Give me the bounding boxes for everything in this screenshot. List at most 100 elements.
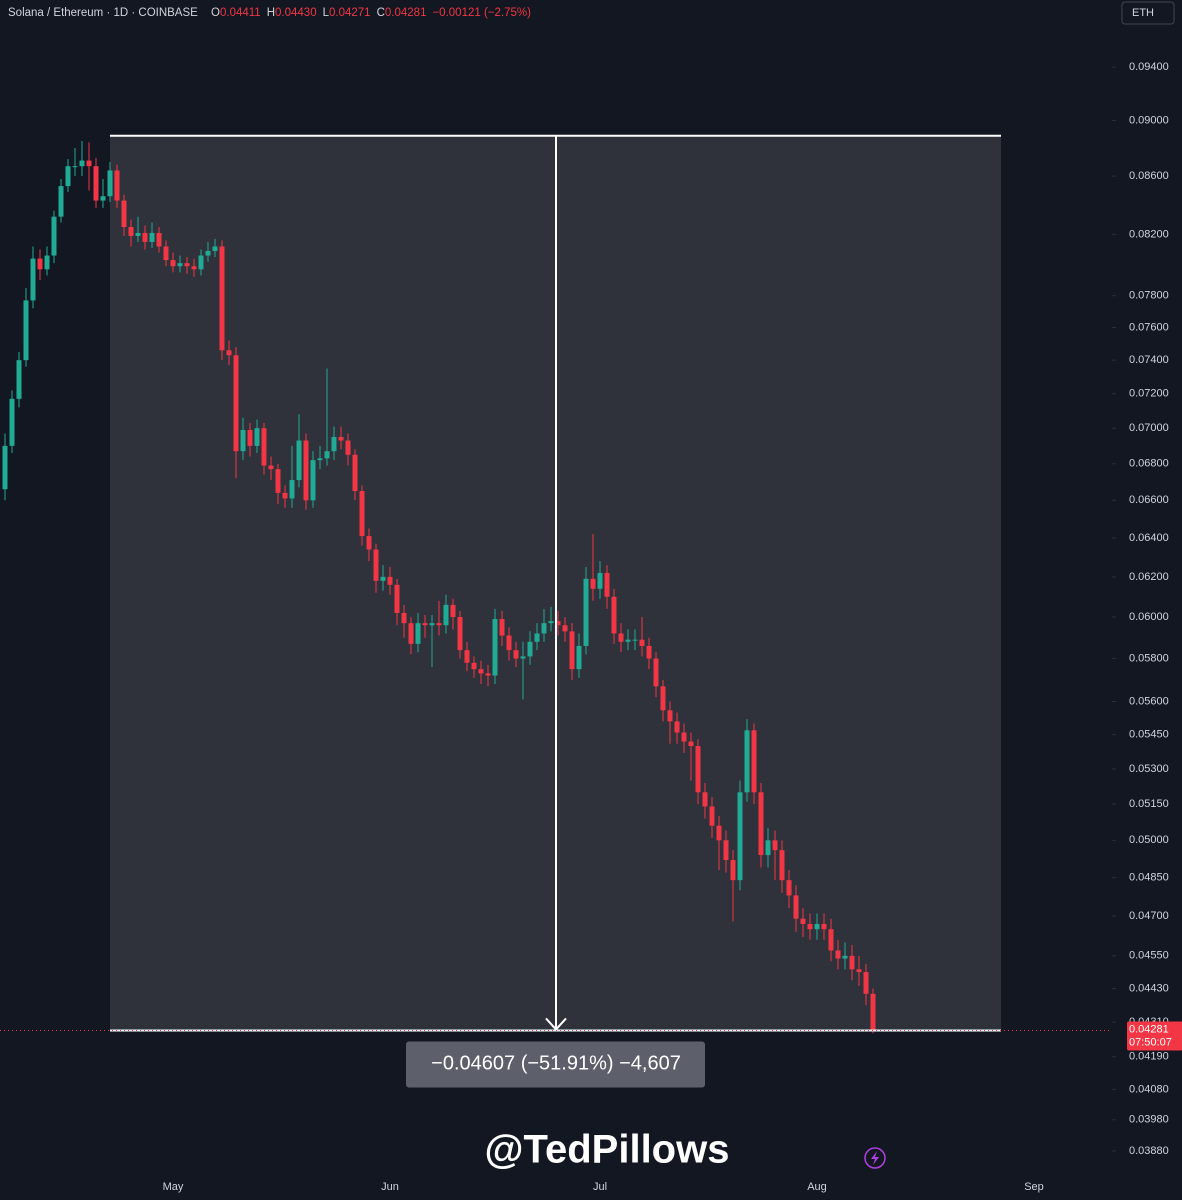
- candle-body: [548, 621, 554, 624]
- candle-body: [128, 227, 134, 236]
- candle-body: [282, 492, 288, 499]
- candle-body: [856, 969, 862, 973]
- overlay: −0.04607 (−51.91%) −4,607 0.0428107:50:07…: [0, 134, 1182, 1172]
- alert-bolt[interactable]: [871, 1151, 879, 1165]
- y-tick-label: 0.04080: [1129, 1083, 1169, 1095]
- candle-body: [506, 635, 512, 651]
- y-tick-label: 0.03980: [1129, 1114, 1169, 1126]
- y-tick-label: 0.06600: [1129, 494, 1169, 506]
- candle-body: [793, 895, 799, 919]
- y-tick-label: 0.03880: [1129, 1145, 1169, 1157]
- x-tick-label: Jun: [381, 1181, 399, 1193]
- measure-arrow-head: [545, 1017, 567, 1031]
- candle-body: [828, 929, 834, 951]
- candle-body: [156, 232, 162, 247]
- candle-body: [730, 860, 736, 881]
- candle-body: [450, 604, 456, 618]
- candle-body: [870, 993, 876, 1031]
- candle-body: [814, 923, 820, 930]
- candle-body: [37, 258, 43, 270]
- candle-body: [268, 465, 274, 470]
- y-tick-label: 0.04850: [1129, 872, 1169, 884]
- candle-body: [177, 263, 183, 267]
- candle-body: [744, 730, 750, 793]
- candle-body: [576, 645, 582, 670]
- candle-body: [674, 721, 680, 733]
- y-tick-label: 0.06000: [1129, 611, 1169, 623]
- candle-body: [800, 918, 806, 924]
- candle-body: [513, 650, 519, 659]
- watermark: @TedPillows: [485, 1128, 730, 1172]
- candle-body: [352, 454, 358, 492]
- candle-body: [457, 617, 463, 651]
- y-tick-label: 0.07800: [1129, 290, 1169, 302]
- candle-body: [681, 732, 687, 742]
- candle-body: [436, 623, 442, 626]
- change-value: −0.00121 (−2.75%): [432, 7, 531, 19]
- candle-body: [611, 596, 617, 634]
- ohlc-key: C: [377, 7, 385, 19]
- candle-body: [408, 623, 414, 644]
- candle-body: [107, 170, 113, 197]
- alert-icon[interactable]: [864, 1147, 886, 1169]
- candle-body: [261, 428, 267, 466]
- candle-body: [135, 232, 141, 236]
- candle-body: [471, 662, 477, 670]
- candle-body: [205, 250, 211, 256]
- candle-body: [331, 437, 337, 452]
- y-tick-label: 0.09400: [1129, 61, 1169, 73]
- candle-body: [422, 623, 428, 626]
- candle-body: [415, 623, 421, 644]
- candle-body: [534, 633, 540, 642]
- candle-body: [212, 246, 218, 251]
- candle-body: [625, 639, 631, 642]
- candle-body: [324, 451, 330, 459]
- candle-body: [688, 741, 694, 747]
- y-tick-label: 0.05300: [1129, 763, 1169, 775]
- ohlc-value: 0.04281: [385, 7, 427, 19]
- candle-body: [478, 669, 484, 674]
- y-tick-label: 0.09000: [1129, 114, 1169, 126]
- y-tick-label: 0.07400: [1129, 354, 1169, 366]
- candle-body: [527, 641, 533, 657]
- candle-body: [9, 398, 15, 446]
- candle-body: [359, 491, 365, 537]
- plot: 0.09400 0.09000 0.08600 0.08200 0.07800 0.076…: [2, 61, 1169, 1193]
- candle-body: [660, 686, 666, 711]
- candle-body: [142, 232, 148, 242]
- y-tick-label: 0.05800: [1129, 652, 1169, 664]
- y-tick-label: 0.05450: [1129, 729, 1169, 741]
- candle-body: [79, 160, 85, 167]
- ohlc-value: 0.04271: [329, 7, 371, 19]
- candle-body: [65, 166, 71, 187]
- candle-body: [842, 955, 848, 959]
- y-tick-label: 0.07200: [1129, 388, 1169, 400]
- candle-body: [695, 746, 701, 793]
- candle-body: [310, 460, 316, 501]
- candle-body: [380, 576, 386, 581]
- y-tick-label: 0.04550: [1129, 950, 1169, 962]
- currency-button[interactable]: [1121, 1, 1175, 25]
- candle-body: [772, 840, 778, 851]
- candle-body: [562, 625, 568, 632]
- candle-body: [86, 160, 92, 167]
- candle-body: [191, 266, 197, 270]
- candle-body: [765, 840, 771, 856]
- last-price-label: 0.04281: [1129, 1023, 1169, 1035]
- candle-body: [16, 360, 22, 399]
- x-tick-label: Sep: [1024, 1181, 1044, 1193]
- candle-body: [72, 166, 78, 168]
- y-tick-label: 0.07000: [1129, 422, 1169, 434]
- candle-body: [702, 792, 708, 807]
- candle-body: [779, 850, 785, 881]
- currency-label[interactable]: ETH: [1132, 7, 1154, 19]
- ohlc-key: H: [267, 7, 275, 19]
- candle-body: [786, 880, 792, 896]
- candle-body: [709, 806, 715, 826]
- x-tick-label: May: [163, 1181, 184, 1193]
- candle-body: [394, 584, 400, 613]
- y-tick-label: 0.08200: [1129, 228, 1169, 240]
- candle-body: [646, 645, 652, 659]
- candle-body: [464, 650, 470, 663]
